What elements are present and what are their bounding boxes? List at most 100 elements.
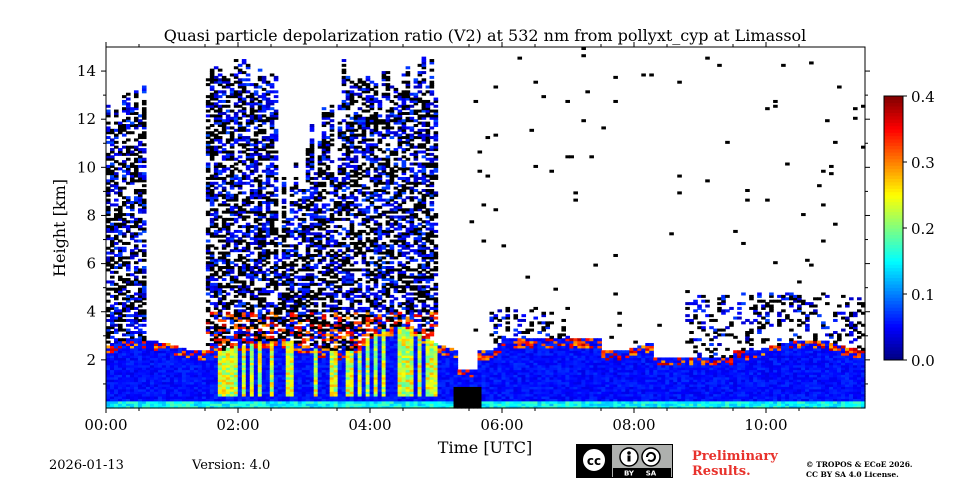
- heatmap-cell: [241, 191, 247, 195]
- heatmap-cell: [245, 355, 251, 359]
- heatmap-cell: [281, 263, 287, 267]
- heatmap-cell: [137, 270, 143, 274]
- heatmap-cell: [209, 352, 215, 356]
- heatmap-cell: [345, 278, 351, 282]
- heatmap-cell: [329, 256, 335, 260]
- heatmap-cell: [185, 371, 191, 375]
- heatmap-cell: [221, 119, 227, 123]
- heatmap-cell: [345, 121, 351, 125]
- heatmap-cell: [301, 357, 307, 361]
- heatmap-cell: [361, 273, 367, 277]
- heatmap-cell: [369, 403, 375, 407]
- heatmap-cell: [177, 347, 183, 351]
- heatmap-cell: [257, 287, 263, 291]
- heatmap-cell: [237, 128, 243, 132]
- heatmap-cell: [245, 246, 251, 250]
- heatmap-cell: [173, 386, 179, 390]
- heatmap-cell: [125, 395, 131, 399]
- heatmap-cell: [365, 362, 371, 366]
- heatmap-cell: [229, 198, 235, 202]
- heatmap-cell: [345, 210, 351, 214]
- heatmap-cell: [301, 196, 307, 200]
- heatmap-cell: [233, 95, 239, 99]
- heatmap-cell: [289, 355, 295, 359]
- heatmap-cell: [109, 239, 115, 243]
- heatmap-cell: [165, 364, 171, 368]
- heatmap-cell: [233, 381, 239, 385]
- heatmap-cell: [337, 306, 343, 310]
- heatmap-cell: [141, 391, 147, 395]
- heatmap-cell: [233, 374, 239, 378]
- heatmap-cell: [221, 92, 227, 96]
- heatmap-cell: [209, 376, 215, 380]
- heatmap-cell: [353, 326, 359, 330]
- heatmap-cell: [217, 95, 223, 99]
- heatmap-cell: [113, 352, 119, 356]
- heatmap-cell: [357, 239, 363, 243]
- heatmap-cell: [241, 340, 247, 344]
- heatmap-cell: [217, 282, 223, 286]
- heatmap-cell: [225, 155, 231, 159]
- heatmap-cell: [301, 381, 307, 385]
- heatmap-cell: [229, 186, 235, 190]
- heatmap-cell: [257, 68, 263, 72]
- heatmap-cell: [309, 124, 315, 128]
- heatmap-cell: [345, 403, 351, 407]
- heatmap-cell: [353, 268, 359, 272]
- heatmap-cell: [241, 357, 247, 361]
- heatmap-cell: [349, 268, 355, 272]
- heatmap-cell: [361, 292, 367, 296]
- heatmap-cell: [365, 186, 371, 190]
- heatmap-cell: [297, 330, 303, 334]
- heatmap-cell: [261, 304, 267, 308]
- heatmap-cell: [181, 350, 187, 354]
- heatmap-cell: [325, 345, 331, 349]
- heatmap-cell: [241, 280, 247, 284]
- heatmap-cell: [341, 176, 347, 180]
- heatmap-cell: [213, 258, 219, 262]
- heatmap-cell: [369, 196, 375, 200]
- heatmap-cell: [309, 367, 315, 371]
- heatmap-cell: [353, 160, 359, 164]
- heatmap-cell: [109, 398, 115, 402]
- heatmap-cell: [225, 292, 231, 296]
- heatmap-cell: [233, 174, 239, 178]
- heatmap-cell: [221, 328, 227, 332]
- heatmap-cell: [169, 374, 175, 378]
- heatmap-cell: [225, 405, 231, 409]
- heatmap-cell: [249, 381, 255, 385]
- heatmap-cell: [353, 169, 359, 173]
- heatmap-cell: [237, 383, 243, 387]
- heatmap-cell: [209, 273, 215, 277]
- heatmap-cell: [141, 114, 147, 118]
- heatmap-cell: [289, 282, 295, 286]
- heatmap-cell: [333, 217, 339, 221]
- heatmap-cell: [109, 304, 115, 308]
- heatmap-cell: [333, 225, 339, 229]
- heatmap-cell: [289, 383, 295, 387]
- heatmap-cell: [181, 364, 187, 368]
- heatmap-cell: [289, 333, 295, 337]
- heatmap-cell: [221, 203, 227, 207]
- heatmap-cell: [117, 393, 123, 397]
- heatmap-cell: [265, 83, 271, 87]
- heatmap-cell: [133, 278, 139, 282]
- heatmap-cell: [205, 400, 211, 404]
- heatmap-cell: [253, 92, 259, 96]
- heatmap-cell: [253, 97, 259, 101]
- heatmap-cell: [321, 220, 327, 224]
- heatmap-cell: [213, 215, 219, 219]
- heatmap-cell: [265, 217, 271, 221]
- heatmap-cell: [285, 347, 291, 351]
- heatmap-cell: [261, 181, 267, 185]
- heatmap-cell: [137, 114, 143, 118]
- heatmap-cell: [313, 234, 319, 238]
- heatmap-cell: [381, 333, 387, 337]
- heatmap-cell: [249, 282, 255, 286]
- heatmap-cell: [241, 302, 247, 306]
- heatmap-cell: [309, 400, 315, 404]
- heatmap-cell: [365, 309, 371, 313]
- heatmap-cell: [245, 210, 251, 214]
- heatmap-cell: [257, 299, 263, 303]
- heatmap-cell: [106, 400, 111, 404]
